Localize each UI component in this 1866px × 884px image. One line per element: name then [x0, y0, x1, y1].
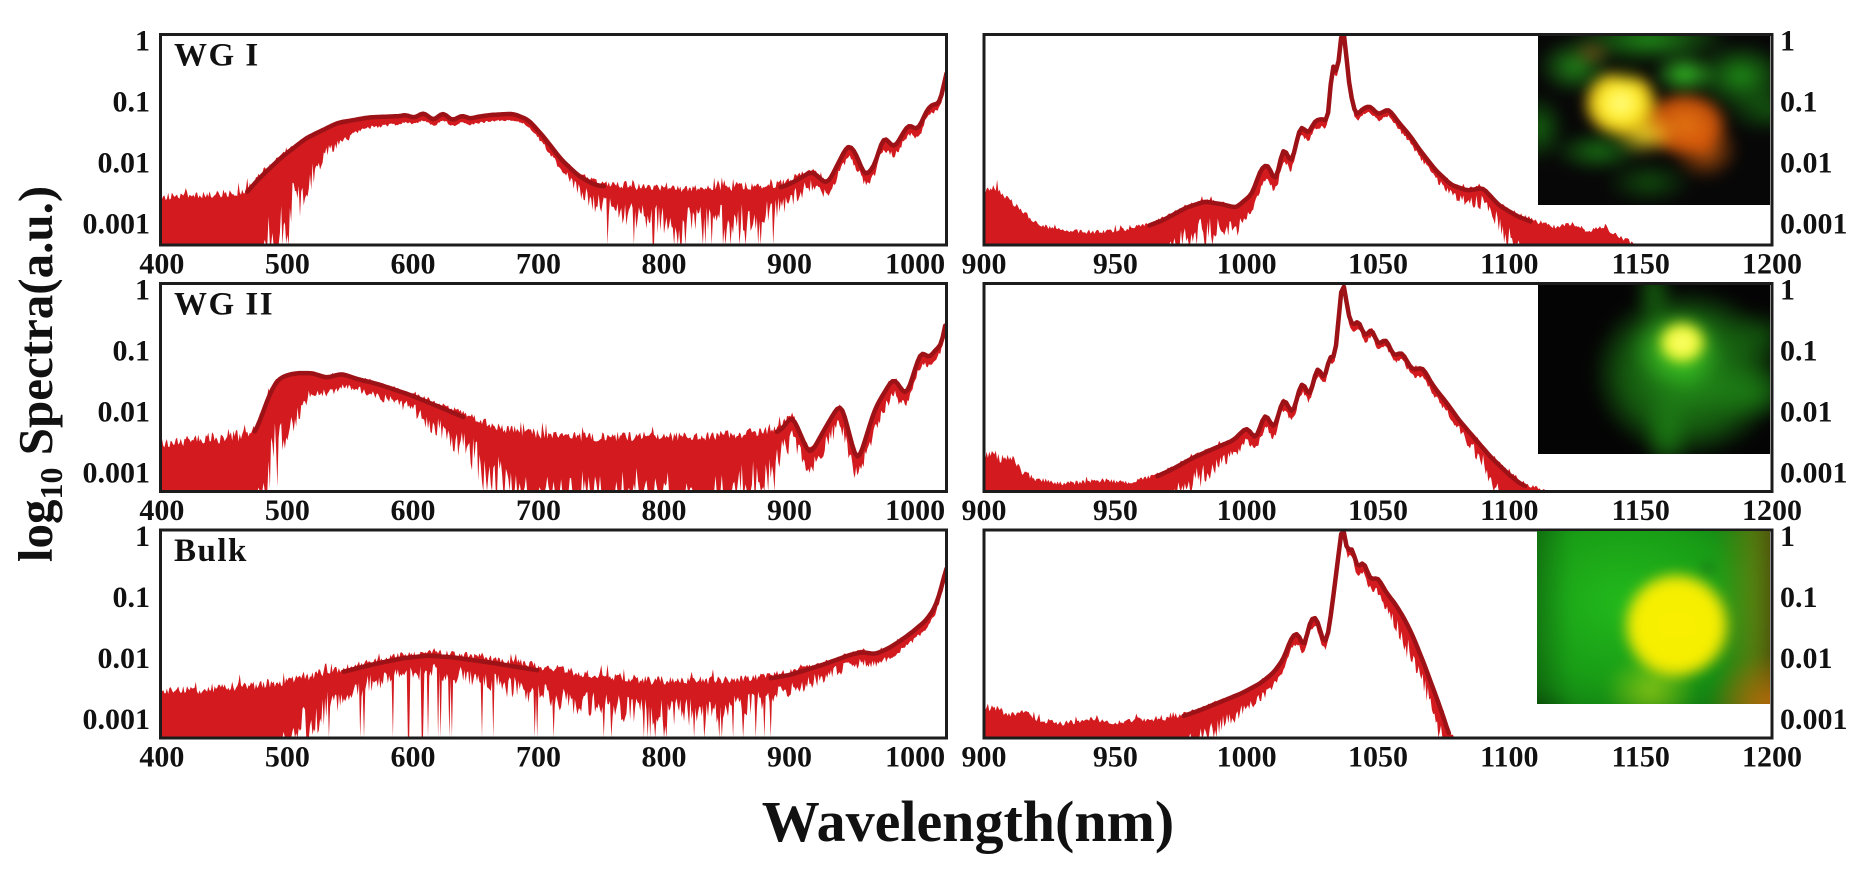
svg-text:0.1: 0.1	[1780, 86, 1818, 119]
svg-text:0.1: 0.1	[113, 581, 151, 614]
svg-text:600: 600	[390, 494, 435, 527]
svg-text:1050: 1050	[1348, 741, 1408, 774]
svg-text:WG II: WG II	[174, 287, 274, 323]
svg-text:950: 950	[1093, 248, 1138, 281]
svg-text:1200: 1200	[1742, 741, 1802, 774]
svg-text:0.001: 0.001	[1780, 208, 1848, 241]
svg-text:950: 950	[1093, 494, 1138, 527]
svg-text:700: 700	[516, 494, 561, 527]
svg-text:Bulk: Bulk	[174, 533, 248, 569]
svg-text:1: 1	[1780, 25, 1795, 58]
svg-text:1: 1	[135, 274, 150, 307]
svg-text:1000: 1000	[1217, 248, 1277, 281]
svg-text:900: 900	[767, 741, 812, 774]
svg-text:0.001: 0.001	[83, 457, 151, 490]
svg-text:900: 900	[767, 248, 812, 281]
svg-text:600: 600	[390, 741, 435, 774]
svg-text:log10 Spectra(a.u.): log10 Spectra(a.u.)	[8, 186, 69, 562]
svg-text:1: 1	[1780, 520, 1795, 553]
svg-text:900: 900	[962, 494, 1007, 527]
svg-text:1050: 1050	[1348, 494, 1408, 527]
svg-text:400: 400	[139, 248, 184, 281]
svg-text:0.1: 0.1	[113, 335, 151, 368]
svg-text:400: 400	[139, 741, 184, 774]
svg-text:0.01: 0.01	[98, 642, 151, 675]
svg-text:1150: 1150	[1611, 248, 1669, 281]
svg-text:500: 500	[265, 741, 310, 774]
svg-text:0.01: 0.01	[1780, 396, 1833, 429]
svg-text:0.1: 0.1	[1780, 335, 1818, 368]
svg-text:1000: 1000	[885, 248, 945, 281]
svg-text:1000: 1000	[1217, 494, 1277, 527]
svg-text:1150: 1150	[1611, 494, 1669, 527]
svg-text:1050: 1050	[1348, 248, 1408, 281]
svg-text:1150: 1150	[1611, 741, 1669, 774]
svg-text:0.1: 0.1	[113, 86, 151, 119]
svg-text:900: 900	[962, 248, 1007, 281]
svg-text:400: 400	[139, 494, 184, 527]
svg-text:700: 700	[516, 248, 561, 281]
svg-text:800: 800	[642, 494, 687, 527]
svg-text:1100: 1100	[1480, 248, 1538, 281]
svg-text:0.001: 0.001	[83, 208, 151, 241]
svg-text:900: 900	[962, 741, 1007, 774]
svg-text:1100: 1100	[1480, 741, 1538, 774]
svg-text:1: 1	[1780, 274, 1795, 307]
svg-text:800: 800	[642, 248, 687, 281]
svg-text:0.01: 0.01	[1780, 147, 1833, 180]
svg-text:700: 700	[516, 741, 561, 774]
svg-text:0.01: 0.01	[98, 396, 151, 429]
svg-text:0.001: 0.001	[1780, 703, 1848, 736]
svg-text:1100: 1100	[1480, 494, 1538, 527]
svg-text:1200: 1200	[1742, 494, 1802, 527]
svg-text:1000: 1000	[885, 741, 945, 774]
svg-text:1: 1	[135, 520, 150, 553]
svg-text:0.001: 0.001	[1780, 457, 1848, 490]
svg-text:WG I: WG I	[174, 38, 260, 74]
svg-text:1: 1	[135, 25, 150, 58]
svg-text:900: 900	[767, 494, 812, 527]
svg-text:1200: 1200	[1742, 248, 1802, 281]
svg-text:1000: 1000	[1217, 741, 1277, 774]
svg-text:0.01: 0.01	[1780, 642, 1833, 675]
svg-text:0.1: 0.1	[1780, 581, 1818, 614]
svg-text:950: 950	[1093, 741, 1138, 774]
svg-text:800: 800	[642, 741, 687, 774]
svg-text:500: 500	[265, 494, 310, 527]
svg-text:1000: 1000	[885, 494, 945, 527]
svg-text:600: 600	[390, 248, 435, 281]
svg-text:Wavelength(nm): Wavelength(nm)	[762, 789, 1174, 854]
svg-text:0.01: 0.01	[98, 147, 151, 180]
svg-text:0.001: 0.001	[83, 703, 151, 736]
svg-text:500: 500	[265, 248, 310, 281]
